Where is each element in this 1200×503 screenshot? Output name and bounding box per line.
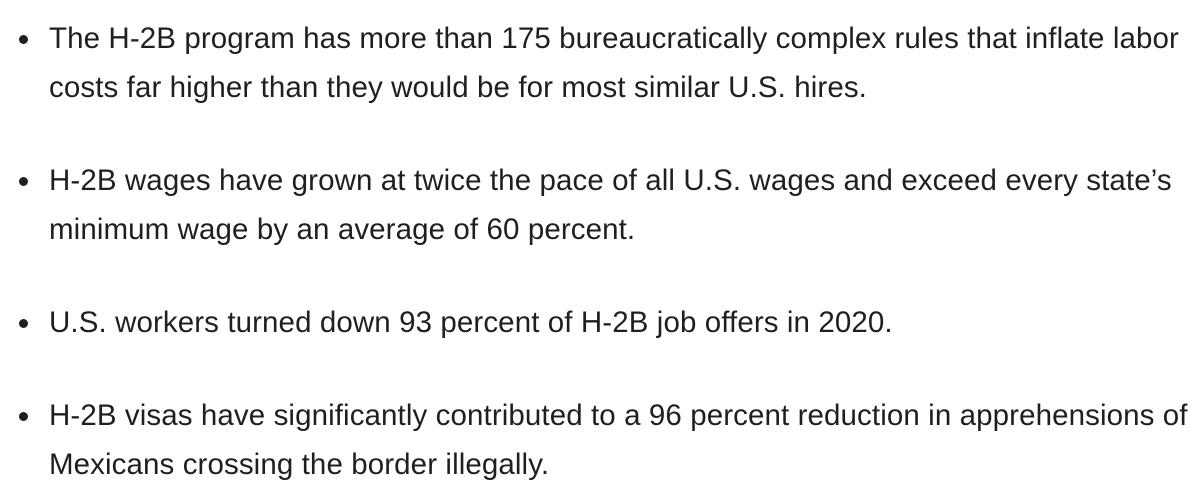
bullet-list: The H-2B program has more than 175 burea…	[19, 14, 1194, 489]
bullet-item: H-2B wages have grown at twice the pace …	[19, 156, 1194, 254]
bullet-item: H-2B visas have significantly contribute…	[19, 391, 1194, 489]
bullet-item: The H-2B program has more than 175 burea…	[19, 14, 1194, 112]
bullet-item: U.S. workers turned down 93 percent of H…	[19, 298, 1194, 347]
